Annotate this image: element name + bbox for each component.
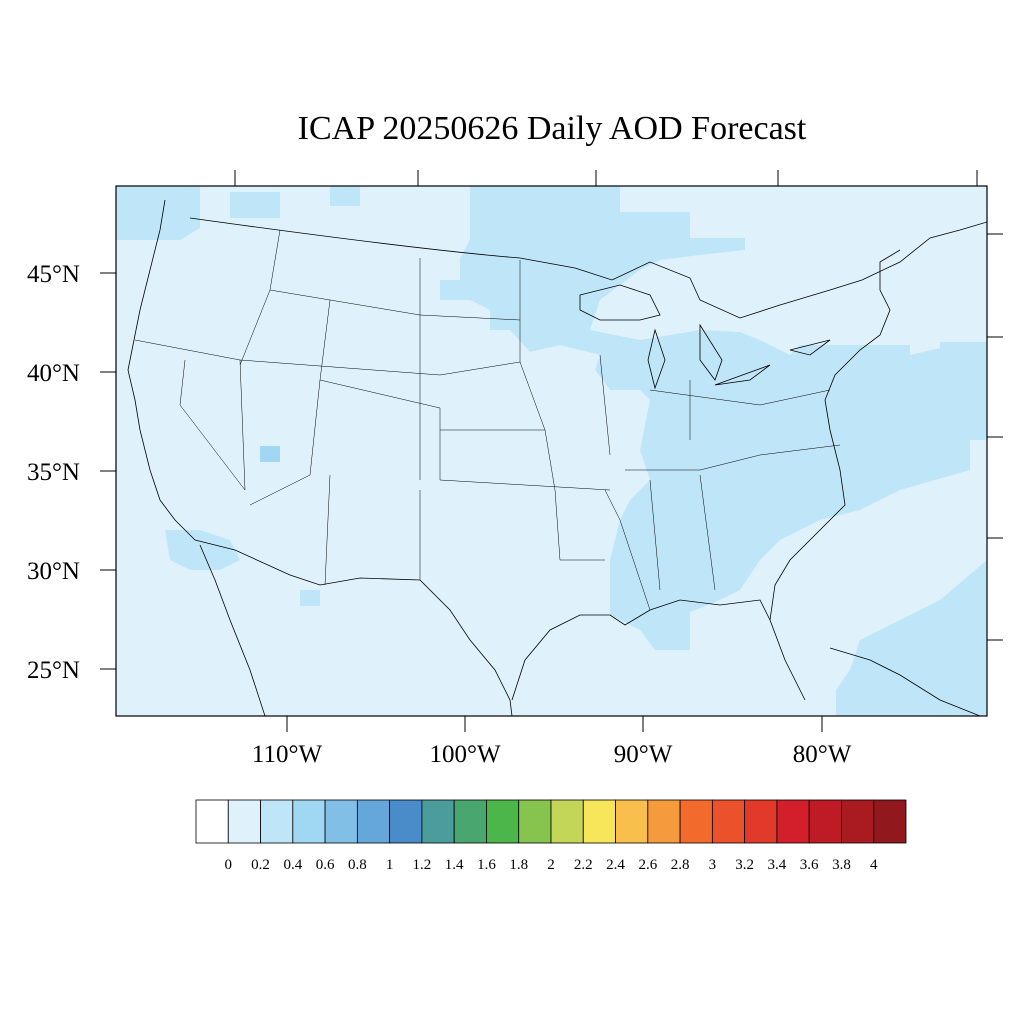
colorbar-swatch — [711, 799, 746, 844]
lon-label-100: 100°W — [429, 741, 500, 768]
colorbar-label: 1.2 — [413, 857, 432, 873]
colorbar-swatch — [518, 799, 552, 844]
colorbar-swatch — [324, 799, 358, 844]
lat-label-45: 45°N — [27, 261, 80, 288]
lon-label-110: 110°W — [252, 741, 323, 768]
colorbar-label: 1 — [386, 857, 394, 873]
colorbar-swatch — [356, 799, 391, 844]
colorbar-swatch — [486, 799, 520, 844]
colorbar-swatch — [679, 799, 713, 844]
colorbar-swatch — [389, 799, 423, 844]
us-canada-border — [189, 217, 987, 319]
colorbar-swatch — [744, 799, 778, 844]
map-panel — [116, 186, 987, 716]
colorbar-label: 3 — [709, 857, 717, 873]
state-lines — [134, 229, 841, 611]
colorbar-swatch — [776, 799, 810, 844]
longitude-labels: 110°W 100°W 90°W 80°W — [252, 741, 852, 768]
colorbar-label: 3.6 — [800, 857, 819, 873]
colorbar-swatch — [260, 799, 294, 844]
west-coast — [127, 199, 196, 541]
colorbar-swatch — [195, 799, 229, 844]
latitude-labels: 45°N 40°N 35°N 30°N 25°N — [27, 261, 80, 684]
colorbar-label: 0.8 — [348, 857, 367, 873]
colorbar-label: 0.4 — [283, 857, 302, 873]
colorbar-swatch — [550, 799, 584, 844]
colorbar-swatch — [647, 799, 681, 844]
aod-elevated-patches — [116, 186, 987, 716]
colorbar-label: 2 — [547, 857, 555, 873]
boundaries — [127, 199, 987, 716]
right-ticks — [987, 233, 1003, 641]
colorbar-label: 3.8 — [832, 857, 851, 873]
colorbar-swatch — [841, 799, 875, 844]
colorbar-swatch — [292, 799, 326, 844]
great-lakes — [579, 284, 831, 390]
colorbar: 0 0.2 0.4 0.6 0.8 1 1.2 1.4 1.6 1.8 2 2.2 2.4 2.6 2.8 3… — [195, 799, 907, 873]
lat-label-35: 35°N — [27, 459, 80, 486]
colorbar-label: 0 — [225, 857, 233, 873]
gulf-coast — [511, 599, 806, 701]
lon-label-90: 90°W — [614, 741, 673, 768]
colorbar-label: 2.4 — [606, 857, 625, 873]
colorbar-label: 1.6 — [477, 857, 496, 873]
east-coast — [769, 249, 901, 621]
colorbar-label: 1.8 — [509, 857, 528, 873]
map-frame — [115, 185, 988, 717]
lat-label-30: 30°N — [27, 558, 80, 585]
aod-hotspot-patches — [260, 446, 280, 462]
lat-label-25: 25°N — [27, 657, 80, 684]
colorbar-label: 3.4 — [768, 857, 787, 873]
colorbar-label: 3.2 — [735, 857, 754, 873]
colorbar-label: 0.2 — [251, 857, 270, 873]
bottom-ticks — [286, 716, 823, 732]
colorbar-swatch — [453, 799, 487, 844]
colorbar-label: 2.6 — [638, 857, 657, 873]
colorbar-label: 1.4 — [445, 857, 464, 873]
colorbar-swatch — [421, 799, 455, 844]
colorbar-label: 4 — [870, 857, 878, 873]
baja-coast — [199, 544, 266, 716]
colorbar-label: 2.2 — [574, 857, 593, 873]
colorbar-swatch — [873, 799, 907, 844]
map-title: ICAP 20250626 Daily AOD Forecast — [297, 110, 807, 147]
colorbar-swatch — [582, 799, 616, 844]
lat-label-40: 40°N — [27, 360, 80, 387]
colorbar-swatch — [227, 799, 261, 844]
colorbar-swatch — [615, 799, 649, 844]
colorbar-label: 0.6 — [316, 857, 335, 873]
left-ticks — [100, 272, 116, 670]
colorbar-label: 2.8 — [671, 857, 690, 873]
lon-label-80: 80°W — [793, 741, 852, 768]
cuba-coast — [829, 647, 981, 716]
top-ticks — [234, 170, 978, 186]
colorbar-swatch — [808, 799, 842, 844]
